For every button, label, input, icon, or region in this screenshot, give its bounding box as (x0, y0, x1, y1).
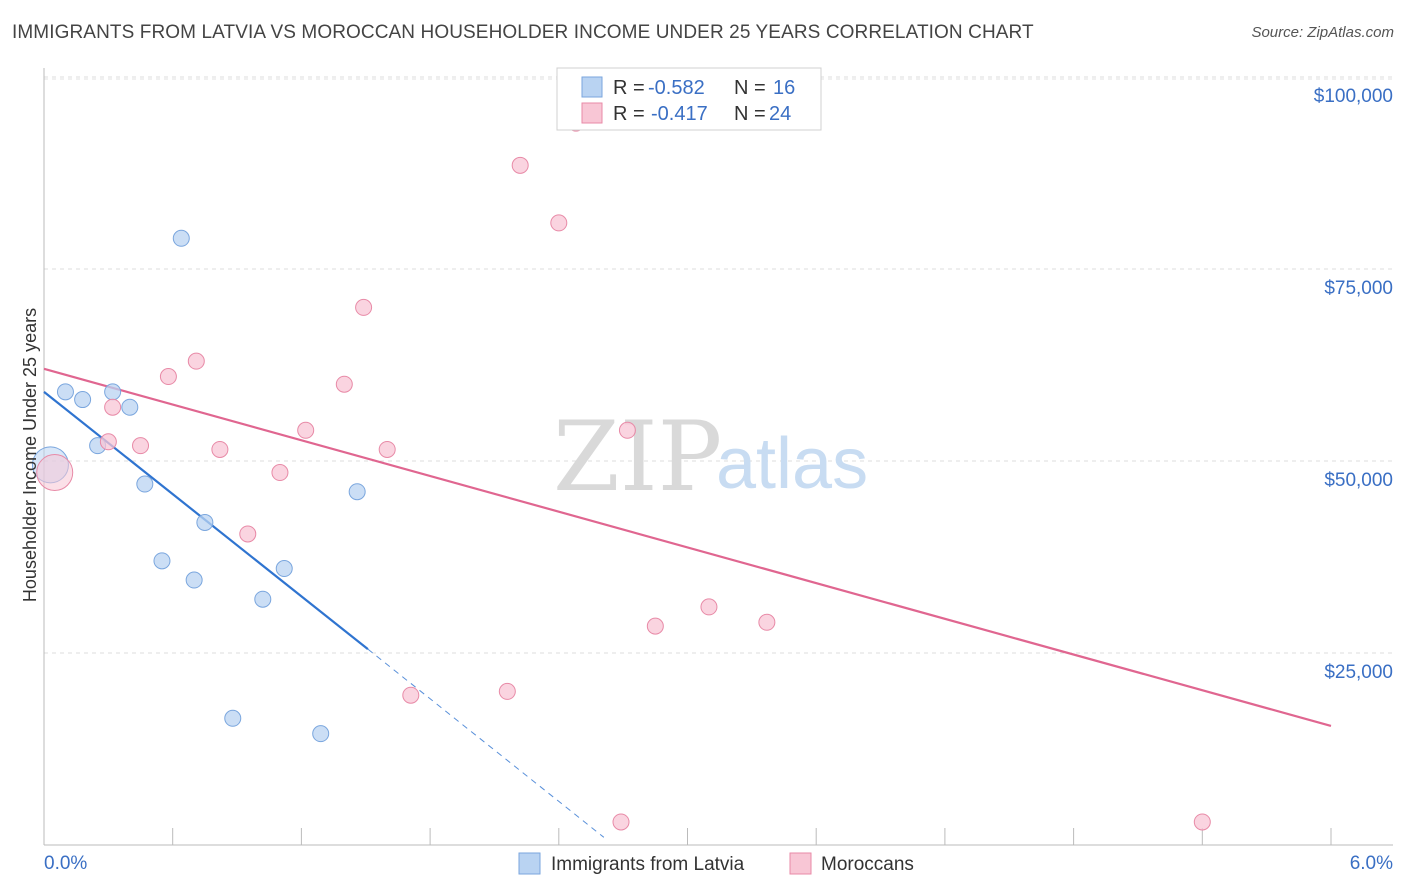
data-point-moroccans-0 (36, 454, 74, 492)
trend-line-extension-0 (367, 648, 605, 838)
data-point-moroccans-1 (99, 433, 117, 451)
series-legend: Immigrants from Latvia Moroccans (518, 852, 914, 875)
y-tick-label-25000: $25,000 (1324, 662, 1393, 683)
data-point-moroccans-10 (335, 375, 353, 393)
data-point-latvia-1 (56, 383, 74, 401)
axes (43, 68, 1393, 846)
y-axis-label: Householder Income Under 25 years (20, 308, 40, 602)
data-point-moroccans-6 (211, 440, 229, 458)
data-point-moroccans-7 (239, 525, 257, 543)
data-point-latvia-5 (121, 398, 139, 416)
watermark-atlas: atlas (716, 424, 868, 504)
data-point-moroccans-12 (378, 440, 396, 458)
source-label: Source: ZipAtlas.com (1251, 24, 1394, 41)
data-point-moroccans-14 (498, 682, 516, 700)
data-point-moroccans-2 (104, 398, 122, 416)
correlation-legend: R = -0.582 N = 16 R = -0.417 N = 24 (556, 67, 822, 131)
legend-swatch-moroccans-bottom (789, 852, 812, 875)
data-point-moroccans-16 (550, 214, 568, 232)
x-tick-label-min: 0.0% (44, 853, 87, 874)
x-tick-label-max: 6.0% (1350, 853, 1393, 874)
data-point-moroccans-5 (187, 352, 205, 370)
data-point-latvia-14 (312, 725, 330, 743)
data-point-latvia-11 (224, 709, 242, 727)
legend-n-value-latvia: 16 (773, 77, 795, 99)
y-tick-label-50000: $50,000 (1324, 470, 1393, 491)
data-point-latvia-4 (104, 383, 122, 401)
watermark-zip: ZIP (553, 401, 722, 513)
legend-swatch-latvia (581, 76, 603, 98)
data-point-latvia-9 (185, 571, 203, 589)
legend-swatch-immigrants-from-latvia (518, 852, 541, 875)
y-tick-labels: $25,000 $50,000 $75,000 $100,000 (1314, 86, 1393, 683)
legend-swatch-moroccans (581, 102, 603, 124)
data-point-moroccans-23 (1193, 813, 1211, 831)
data-point-moroccans-15 (511, 156, 529, 174)
trend-line-1 (43, 367, 1332, 728)
legend-r-label-moroccans: R = (613, 103, 645, 125)
chart-title: IMMIGRANTS FROM LATVIA VS MOROCCAN HOUSE… (12, 22, 1034, 43)
data-point-latvia-2 (74, 391, 92, 409)
data-point-latvia-13 (275, 560, 293, 578)
data-point-moroccans-21 (700, 598, 718, 616)
legend-label-moroccans: Moroccans (821, 854, 914, 875)
data-point-moroccans-19 (618, 421, 636, 439)
data-point-latvia-10 (196, 513, 214, 531)
data-point-latvia-7 (153, 552, 171, 570)
data-points (31, 114, 1211, 831)
data-point-latvia-6 (136, 475, 154, 493)
data-point-latvia-8 (172, 229, 190, 247)
legend-label-immigrants-from-latvia: Immigrants from Latvia (551, 854, 745, 875)
data-point-moroccans-20 (646, 617, 664, 635)
data-point-moroccans-13 (402, 686, 420, 704)
data-point-moroccans-18 (612, 813, 630, 831)
y-tick-label-75000: $75,000 (1324, 278, 1393, 299)
data-point-moroccans-9 (297, 421, 315, 439)
data-point-latvia-15 (348, 483, 366, 501)
data-point-moroccans-4 (159, 368, 177, 386)
data-point-latvia-12 (254, 590, 272, 608)
y-tick-label-100000: $100,000 (1314, 86, 1393, 107)
data-point-moroccans-8 (271, 464, 289, 482)
data-point-moroccans-22 (758, 613, 776, 631)
data-point-moroccans-11 (355, 298, 373, 316)
grid-lines (44, 76, 1393, 654)
legend-n-label-latvia: N = (734, 77, 766, 99)
data-point-moroccans-3 (132, 437, 150, 455)
legend-n-label-moroccans: N = (734, 103, 766, 125)
legend-r-value-latvia: -0.582 (648, 77, 705, 99)
watermark: ZIP atlas (553, 401, 868, 513)
legend-n-value-moroccans: 24 (769, 103, 791, 125)
legend-r-label-latvia: R = (613, 77, 645, 99)
legend-r-value-moroccans: -0.417 (651, 103, 708, 125)
